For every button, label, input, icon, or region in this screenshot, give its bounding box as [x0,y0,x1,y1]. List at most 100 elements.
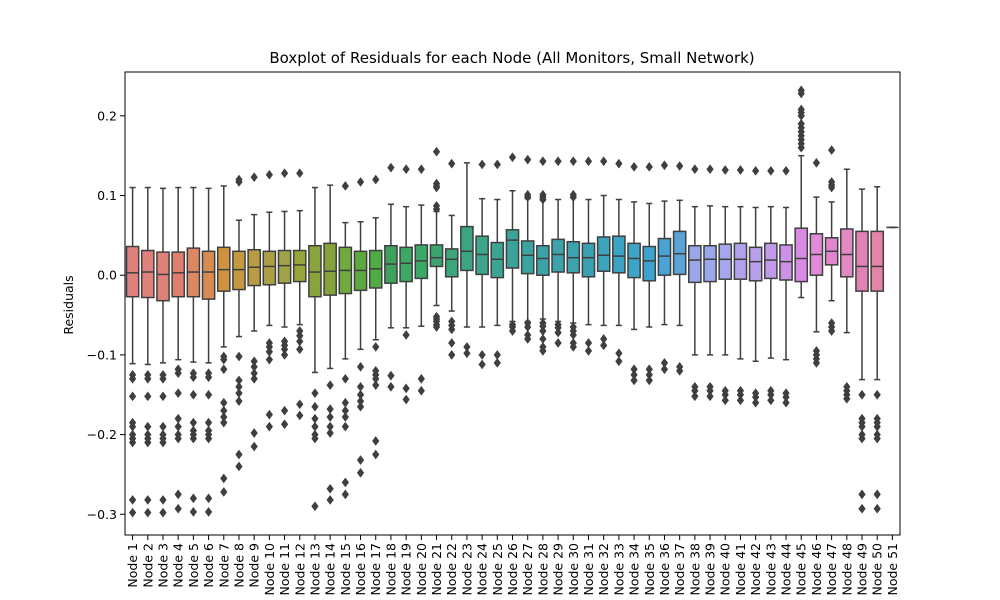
outlier-point [402,330,410,340]
outlier-point [417,385,425,396]
x-tick-label: Node 38 [687,543,702,596]
outlier-point [508,152,517,163]
outlier-point [356,468,365,478]
outlier-point [144,495,152,505]
outlier-point [220,487,228,497]
outlier-point [797,142,805,153]
x-tick-label: Node 39 [703,543,718,596]
box-node-13 [308,244,322,298]
outlier-point [311,501,319,512]
outlier-point [402,383,410,394]
x-tick-label: Node 24 [475,543,490,596]
box-node-49 [855,230,869,292]
outlier-point [463,348,471,359]
outlier-point [767,395,775,406]
x-tick-label: Node 46 [809,543,824,596]
x-tick-label: Node 26 [505,543,520,596]
outlier-point [432,182,441,193]
outlier-point [144,437,152,448]
axes-frame [124,71,901,536]
box-node-41 [733,242,748,280]
x-tick-label: Node 42 [748,543,763,596]
x-tick-label: Node 12 [292,543,307,596]
outlier-point [144,373,152,384]
box-node-14 [323,242,337,296]
outlier-point [387,381,395,392]
outlier-point [873,503,881,514]
outlier-point [341,489,349,500]
outlier-point [827,326,836,336]
box-node-36 [657,237,672,276]
x-tick-label: Node 21 [429,543,444,596]
box-node-11 [277,249,292,284]
outlier-point [372,342,380,352]
box-node-35 [642,245,657,282]
x-tick-label: Node 15 [338,543,353,596]
outlier-point [432,322,441,332]
outlier-point [372,174,380,185]
outlier-point [235,461,243,472]
outlier-point [174,503,182,514]
x-tick-label: Node 36 [657,543,672,596]
outlier-point [265,354,273,365]
outlier-point [600,340,608,351]
box-node-2 [140,249,155,299]
box-node-24 [475,235,489,276]
y-tick-label: 0.2 [97,108,117,123]
outlier-point [174,388,182,398]
box-node-20 [414,244,429,280]
outlier-point [311,433,319,444]
outlier-point [615,158,623,169]
outlier-point [174,368,182,379]
outlier-point [858,389,866,400]
outlier-point [676,161,684,171]
outlier-point [752,397,760,408]
outlier-point [235,449,243,460]
x-tick-label: Node 40 [718,543,733,596]
outlier-point [235,174,243,185]
outlier-point [782,165,790,176]
outlier-point [524,154,532,165]
outlier-point [128,437,137,448]
box-node-3 [156,251,170,302]
outlier-point [372,436,380,446]
outlier-point [645,375,653,386]
x-tick-label: Node 35 [642,543,657,596]
outlier-point [569,192,577,202]
outlier-point [356,455,365,465]
outlier-point [128,507,137,518]
outlier-point [858,489,866,500]
outlier-point [417,164,425,175]
x-tick-label: Node 51 [885,543,900,596]
outlier-point [676,366,684,376]
box-node-39 [703,244,717,283]
outlier-point [387,162,395,173]
outlier-point [767,165,775,176]
outlier-point [539,346,547,356]
box-node-48 [839,228,854,278]
outlier-point [448,158,456,169]
outlier-point [448,324,456,335]
outlier-point [493,159,501,170]
outlier-point [387,370,395,381]
outlier-point [524,192,532,202]
outlier-point [448,350,456,360]
x-tick-label: Node 41 [733,543,748,596]
outlier-point [341,412,349,422]
x-tick-label: Node 22 [444,543,459,596]
x-tick-label: Node 6 [201,543,216,588]
outlier-point [280,350,289,360]
outlier-point [615,356,623,367]
outlier-point [128,495,137,505]
outlier-point [478,159,486,170]
outlier-point [220,364,228,375]
x-tick-label: Node 23 [459,543,474,596]
outlier-point [204,433,213,444]
outlier-point [508,326,517,336]
outlier-point [204,507,213,517]
box-node-21 [429,244,444,268]
outlier-point [660,364,669,375]
box-node-6 [201,250,216,300]
outlier-point [159,495,167,505]
outlier-point [554,156,562,167]
